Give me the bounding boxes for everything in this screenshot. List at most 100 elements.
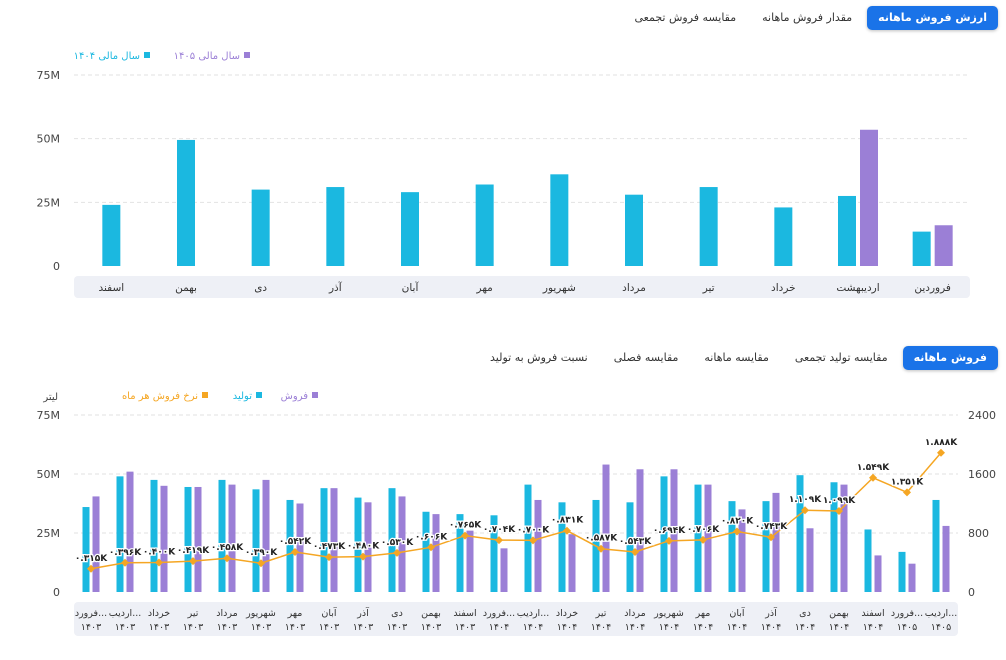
x-tick-label-year: ۱۴۰۴ (625, 622, 645, 633)
sales-rate-label: ۰.۴۱۹K (177, 546, 210, 556)
bar-production (252, 489, 260, 592)
bar-production (524, 484, 532, 592)
x-tick-label-month: آبان (729, 606, 745, 619)
bar-1404 (401, 192, 419, 266)
x-tick-label-year: ۱۴۰۳ (319, 622, 339, 633)
sales-rate-label: ۰.۴۸۰K (347, 542, 380, 552)
x-tick-label-year: ۱۴۰۵ (897, 622, 917, 633)
tab-monthly-sales[interactable]: فروش ماهانه (902, 346, 998, 370)
sales-rate-point (121, 558, 129, 567)
monthly-production-sales-chart: نرخ فروش هر ماه تولید فروش لیتر 0 25M 50M 75M 0 8… (37, 391, 996, 636)
legend-label-0: نرخ فروش هر ماه (122, 391, 198, 402)
tab-monthly-sales-value[interactable]: ارزش فروش ماهانه (867, 6, 998, 30)
bar-sales (806, 528, 814, 592)
x-tick-label-month: اسفند (861, 608, 884, 619)
y-tick-label: 0 (53, 586, 60, 599)
x-tick-label-month: مهر (695, 608, 711, 619)
bar-production (626, 502, 634, 592)
x-axis-band (74, 276, 970, 298)
bar-production (796, 475, 804, 592)
tab-sales-production-ratio[interactable]: نسبت فروش به تولید (490, 351, 588, 364)
y-tick-label: 75M (37, 69, 61, 82)
sales-rate-point (393, 548, 401, 557)
bar-sales (160, 485, 168, 592)
sales-rate-point (291, 548, 299, 557)
x-tick-label-month: مهر (287, 608, 303, 619)
bar-sales (92, 496, 100, 592)
x-tick-label-year: ۱۴۰۳ (115, 622, 135, 633)
x-tick-label-month: خرداد (556, 608, 578, 619)
y-axis-unit-label: لیتر (42, 392, 58, 403)
tab-cumulative-sales-comparison[interactable]: مقایسه فروش تجمعی (634, 11, 737, 24)
x-tick-label-year: ۱۴۰۴ (557, 622, 577, 633)
bar-production (422, 511, 430, 592)
x-tick-label: بهمن (175, 282, 197, 294)
x-tick-label: شهریور (542, 282, 576, 294)
x-tick-label-year: ۱۴۰۴ (591, 622, 611, 633)
x-tick-label-month: خرداد (148, 608, 170, 619)
sales-rate-label: ۰.۵۴۳K (619, 537, 652, 547)
sales-rate-label: ۰.۷۰۰K (517, 525, 550, 535)
bar-production (660, 476, 668, 592)
x-tick-label: اردیبهشت (836, 282, 879, 294)
bar-production (388, 488, 396, 592)
x-tick-label-month: فرورد... (75, 608, 107, 619)
x-tick-label-year: ۱۴۰۳ (81, 622, 101, 633)
tab-monthly-comparison[interactable]: مقایسه ماهانه (704, 351, 769, 364)
x-tick-label-month: مرداد (216, 608, 237, 619)
x-tick-label: آذر (328, 281, 343, 294)
tab-seasonal-comparison[interactable]: مقایسه فصلی (613, 351, 679, 364)
x-tick-label-month: آبان (321, 606, 337, 619)
bar-sales (126, 471, 134, 592)
bar-production (456, 514, 464, 592)
x-tick-label-year: ۱۴۰۴ (489, 622, 509, 633)
y-tick-label: 50M (37, 133, 61, 146)
x-tick-label-month: مرداد (624, 608, 645, 619)
x-tick-label: فروردین (914, 282, 951, 294)
tab-monthly-sales-quantity[interactable]: مقدار فروش ماهانه (762, 11, 853, 24)
bar-sales (670, 469, 678, 592)
bar-1404 (102, 204, 121, 266)
sales-rate-point (937, 448, 945, 457)
legend-label-1: سال مالی ۱۴۰۵ (174, 51, 240, 62)
sales-rate-point (325, 553, 333, 562)
bar-production (490, 515, 498, 592)
bar-production (898, 551, 906, 592)
x-tick-label: خرداد (771, 282, 796, 294)
x-tick-label-year: ۱۴۰۳ (421, 622, 441, 633)
x-tick-label-month: دی (799, 608, 811, 619)
sales-rate-point (87, 564, 95, 573)
y-tick-label: 0 (53, 260, 60, 273)
sales-rate-label: ۰.۸۳۱K (551, 516, 584, 526)
sales-rate-point (903, 488, 911, 497)
monthly-sales-value-chart: سال مالی ۱۴۰۴ سال مالی ۱۴۰۵ 0 25M 50M 75M فرور… (37, 51, 970, 298)
bar-production (150, 479, 158, 592)
x-tick-label-month: اسفند (453, 608, 476, 619)
sales-rate-point (597, 544, 605, 553)
bar-sales (194, 486, 202, 592)
sales-rate-label: ۰.۵۸۷K (585, 534, 618, 544)
bar-1404 (838, 195, 856, 266)
bar-1404 (625, 194, 643, 266)
sales-rate-point (733, 527, 741, 536)
sales-rate-label: ۰.۴۵۸K (211, 543, 244, 553)
legend-swatch-1 (244, 52, 250, 58)
x-tick-label-year: ۱۴۰۵ (931, 622, 951, 633)
legend-swatch-1 (256, 392, 262, 398)
x-tick-label-month: اردیب... (517, 608, 550, 619)
sales-rate-label: ۰.۵۳۰K (381, 538, 414, 548)
x-tick-label: مهر (476, 282, 493, 294)
bar-sales (908, 563, 916, 592)
bottom-tab-bar: فروش ماهانه مقایسه تولید تجمعی مقایسه ما… (479, 346, 998, 370)
bar-production (694, 484, 702, 592)
sales-rate-label: ۰.۶۹۴K (653, 526, 686, 536)
y-tick-label: 50M (37, 468, 61, 481)
bar-sales (330, 488, 338, 592)
x-tick-label-month: بهمن (421, 608, 441, 619)
tab-cumulative-production[interactable]: مقایسه تولید تجمعی (794, 351, 888, 364)
bar-sales (262, 479, 270, 592)
sales-rate-point (155, 558, 163, 567)
bar-sales (840, 484, 848, 592)
x-tick-label-year: ۱۴۰۳ (387, 622, 407, 633)
bar-sales (534, 499, 542, 592)
